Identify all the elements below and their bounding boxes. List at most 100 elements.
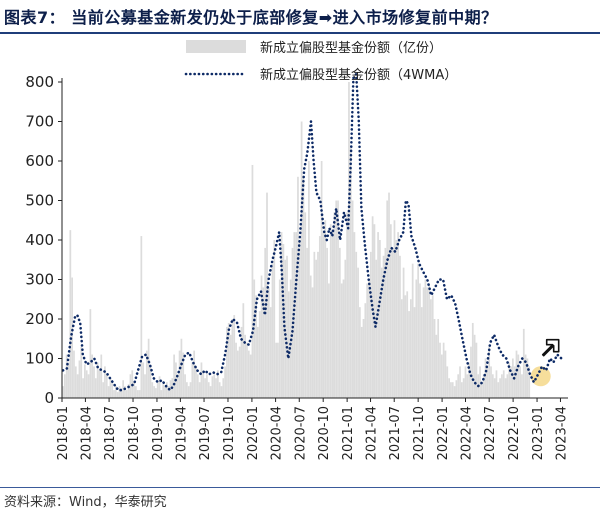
bar <box>186 382 188 398</box>
bar <box>111 382 114 398</box>
bar <box>508 362 511 398</box>
bar <box>85 370 88 398</box>
y-tick-label: 800 <box>25 73 54 91</box>
bar <box>165 382 168 398</box>
y-tick-label: 200 <box>25 310 54 328</box>
bar <box>462 378 465 398</box>
bar <box>120 388 123 399</box>
x-tick-label: 2018-04 <box>79 406 94 460</box>
axes: 0 100 200 300 400 500 600 700 800 2018-01 2018-04 2… <box>25 73 569 460</box>
bar <box>193 350 196 398</box>
bar <box>267 287 270 398</box>
bar <box>118 386 121 398</box>
y-tick-label: 500 <box>25 192 54 210</box>
bar <box>69 230 72 399</box>
bar <box>457 374 460 398</box>
bar <box>271 263 274 398</box>
bar <box>78 360 81 398</box>
bar <box>380 267 383 398</box>
bar <box>198 382 201 398</box>
title-divider <box>0 32 600 34</box>
bar <box>98 370 101 398</box>
bar <box>218 382 221 398</box>
bar <box>440 354 443 398</box>
bar <box>375 259 378 398</box>
bar <box>62 386 64 398</box>
line-series <box>61 72 563 392</box>
bar <box>337 200 339 398</box>
bar <box>269 307 272 398</box>
x-tick-label: 2020-10 <box>317 406 332 460</box>
bar <box>522 328 525 399</box>
bar <box>93 366 95 398</box>
bar <box>453 386 456 398</box>
bar <box>501 374 503 398</box>
bar <box>428 283 430 398</box>
bar <box>195 366 197 398</box>
bar <box>105 374 108 398</box>
bar <box>368 279 370 398</box>
bar <box>364 303 367 398</box>
bar <box>430 299 432 398</box>
bar <box>431 295 434 398</box>
bar <box>335 200 338 398</box>
bar <box>147 338 150 398</box>
bar <box>122 380 124 398</box>
bar <box>145 350 148 398</box>
bar <box>475 342 478 398</box>
bar <box>226 326 228 398</box>
bar <box>366 283 369 398</box>
bar <box>411 263 414 398</box>
x-tick-label: 2021-01 <box>341 406 356 460</box>
bar <box>348 82 350 398</box>
bar <box>309 275 312 398</box>
bar <box>328 283 330 398</box>
bar <box>448 378 450 398</box>
bar <box>125 390 128 398</box>
bar <box>495 370 498 398</box>
bar <box>433 319 436 398</box>
bar <box>466 374 469 398</box>
bar <box>116 392 119 398</box>
bar <box>297 176 299 398</box>
bar <box>91 354 94 398</box>
bar <box>153 386 155 398</box>
bar <box>359 307 361 398</box>
bar <box>470 346 472 398</box>
bar <box>273 240 276 398</box>
title-bar: 图表7： 当前公募基金新发仍处于底部修复➡进入市场修复前中期？ <box>0 0 600 32</box>
bar <box>237 350 239 398</box>
bar <box>504 378 507 398</box>
bar <box>222 378 225 398</box>
bar <box>133 382 135 398</box>
bar <box>164 386 166 398</box>
bar <box>80 346 83 398</box>
bar <box>295 232 297 398</box>
y-tick-label: 600 <box>25 152 54 170</box>
bar <box>388 192 390 398</box>
bar <box>129 374 132 398</box>
x-tick-label: 2019-04 <box>174 406 189 460</box>
bar <box>233 315 236 398</box>
bar <box>96 362 99 398</box>
bar <box>419 283 421 398</box>
bar <box>484 358 487 398</box>
bar <box>426 287 429 398</box>
bar <box>519 366 521 398</box>
bar <box>244 334 247 398</box>
bar <box>277 342 279 398</box>
bar <box>84 364 86 398</box>
bar <box>395 240 398 398</box>
bar <box>491 374 494 398</box>
x-tick-label: 2018-07 <box>103 406 118 460</box>
bar <box>417 263 420 398</box>
bar <box>160 390 163 398</box>
y-tick-label: 700 <box>25 113 54 131</box>
bar <box>349 145 352 398</box>
bar <box>389 224 392 398</box>
bar <box>215 378 217 398</box>
bar <box>506 374 509 398</box>
x-tick-label: 2020-07 <box>293 406 308 460</box>
bar <box>317 251 319 398</box>
bar <box>187 386 190 398</box>
